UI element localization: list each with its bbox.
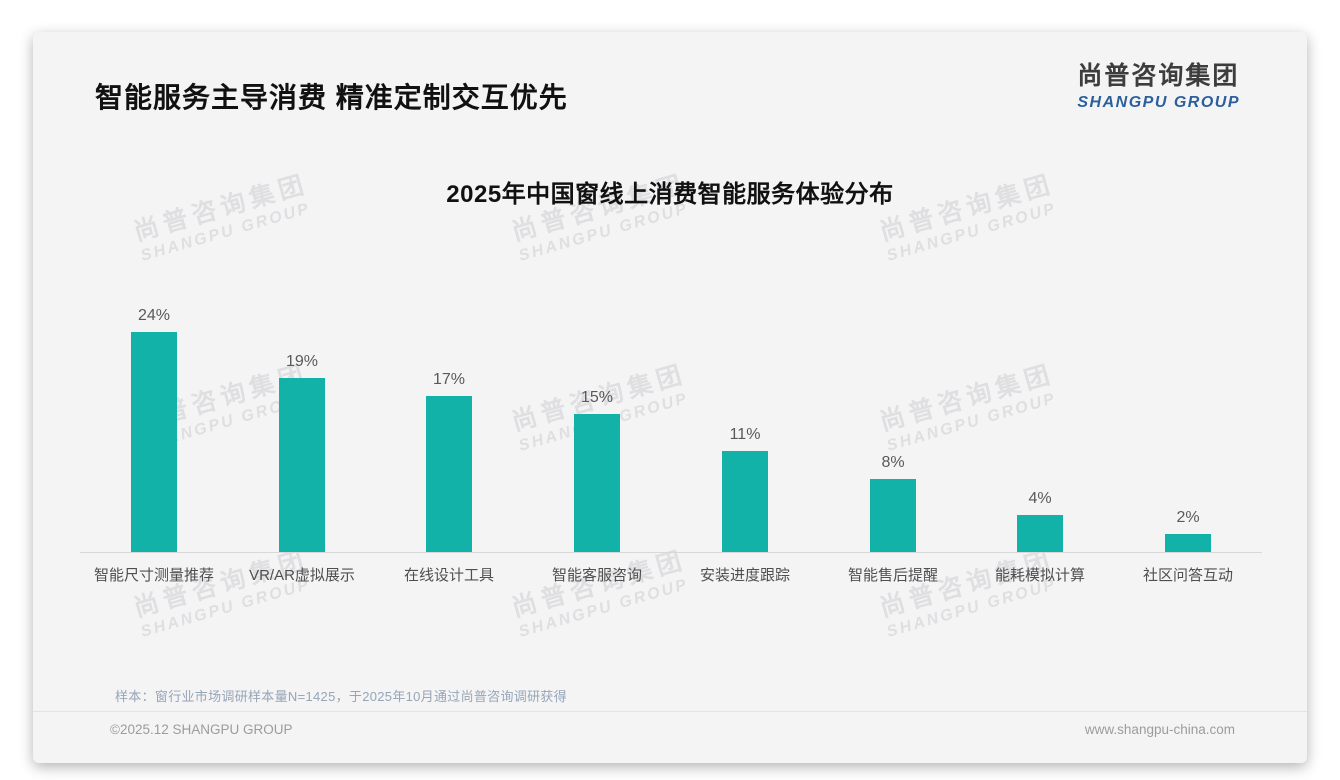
bar-value-label: 8% [881,454,905,471]
bar-category-label: 安装进度跟踪 [699,567,790,584]
bar-value-label: 4% [1028,490,1052,507]
bar-category-label: 智能客服咨询 [551,567,642,584]
bar-category-label: 智能售后提醒 [847,567,938,584]
bar-value-label: 17% [432,371,466,388]
slide-card: 尚普咨询集团 SHANGPU GROUP 尚普咨询集团 SHANGPU GROUP 尚普… [33,32,1307,763]
bar-value-label: 2% [1176,509,1200,526]
logo-english-text: SHANGPU GROUP [1077,94,1240,111]
footer-divider [33,711,1307,712]
logo-chinese-text: 尚普咨询集团 [1077,62,1240,90]
bar [1017,515,1063,552]
bar [131,332,177,552]
bar [722,451,768,552]
bar-value-label: 24% [137,307,171,324]
bar-category-label: VR/AR虚拟展示 [249,567,355,584]
copyright-text: ©2025.12 SHANGPU GROUP [110,722,293,737]
bar [426,396,472,552]
website-url: www.shangpu-china.com [1084,722,1235,737]
bar [1165,534,1211,552]
bar [870,479,916,552]
bar-category-label: 智能尺寸测量推荐 [93,567,214,584]
plot-area: 24% 智能尺寸测量推荐 19% VR/AR虚拟展示 17% 在线设计工具 15% 智能客服咨… [80,307,1262,584]
company-logo: 尚普咨询集团 SHANGPU GROUP [1077,56,1240,112]
sample-footnote: 样本：窗行业市场调研样本量N=1425，于2025年10月通过尚普咨询调研获得 [115,689,567,704]
bar-category-label: 社区问答互动 [1142,567,1233,584]
bar-value-label: 19% [285,353,319,370]
bar-category-label: 在线设计工具 [403,567,494,584]
bar-value-label: 11% [729,426,761,443]
bar-category-label: 能耗模拟计算 [994,567,1085,584]
bar-value-label: 15% [580,389,614,406]
page-title: 智能服务主导消费 精准定制交互优先 [95,82,568,113]
bar [279,378,325,552]
chart-title: 2025年中国窗线上消费智能服务体验分布 [446,181,894,208]
bar [574,414,620,552]
